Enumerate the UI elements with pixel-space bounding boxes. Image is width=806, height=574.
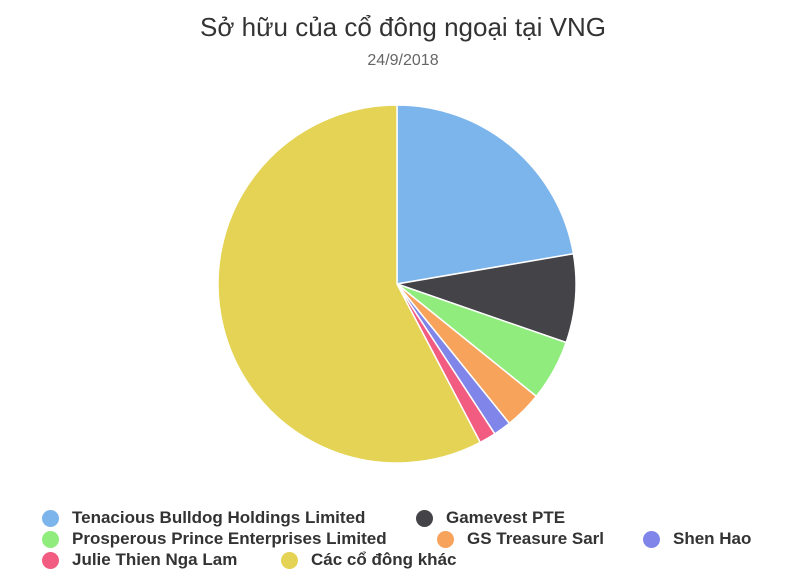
legend-item-gamevest[interactable]: Gamevest PTE <box>416 508 565 528</box>
legend-item-prosperous-prince[interactable]: Prosperous Prince Enterprises Limited <box>42 529 387 549</box>
legend-item-gs-treasure[interactable]: GS Treasure Sarl <box>437 529 604 549</box>
legend-label: Tenacious Bulldog Holdings Limited <box>72 508 366 527</box>
legend-swatch <box>416 509 433 527</box>
pie-slice-6[interactable] <box>217 104 482 464</box>
legend-label: Gamevest PTE <box>446 508 566 527</box>
legend-label: Các cổ đông khác <box>311 550 457 569</box>
legend-swatch <box>437 530 454 548</box>
legend-label: Prosperous Prince Enterprises Limited <box>72 529 387 548</box>
legend-swatch <box>281 551 298 569</box>
legend-swatch <box>643 530 660 548</box>
legend-item-tenacious-bulldog[interactable]: Tenacious Bulldog Holdings Limited <box>42 508 365 528</box>
legend-item-shen-hao[interactable]: Shen Hao <box>643 529 751 549</box>
legend-label: GS Treasure Sarl <box>467 529 605 548</box>
legend-swatch <box>42 530 59 548</box>
legend-item-julie-thien-nga-lam[interactable]: Julie Thien Nga Lam <box>42 550 237 570</box>
chart-title: Sở hữu của cổ đông ngoại tại VNG <box>200 12 606 42</box>
legend-item-cac-co-dong-khac[interactable]: Các cổ đông khác <box>281 550 456 570</box>
legend-label: Shen Hao <box>673 529 752 548</box>
legend-swatch <box>42 509 59 527</box>
legend-swatch <box>42 551 59 569</box>
chart-subtitle: 24/9/2018 <box>367 52 439 69</box>
pie-slice-0[interactable] <box>396 104 575 285</box>
legend-label: Julie Thien Nga Lam <box>72 550 238 569</box>
pie-slice-1[interactable] <box>396 253 577 344</box>
